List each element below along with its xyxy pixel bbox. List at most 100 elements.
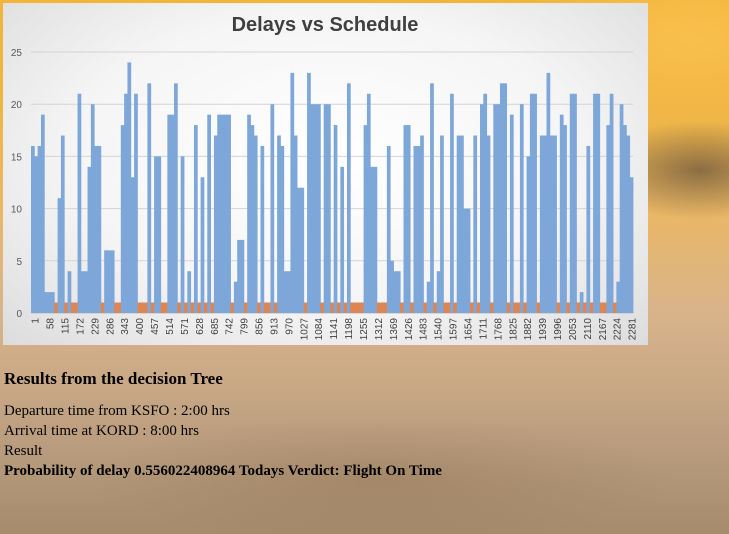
- bar: [460, 135, 464, 313]
- bar-secondary: [140, 302, 145, 313]
- x-tick-label: 799: [240, 318, 251, 335]
- bar: [533, 93, 537, 313]
- bar: [373, 166, 378, 313]
- bar-secondary: [470, 302, 474, 313]
- bar: [346, 83, 351, 313]
- bar: [496, 104, 501, 313]
- x-tick-label: 970: [284, 318, 295, 335]
- x-tick-label: 628: [195, 318, 206, 335]
- bar: [247, 114, 251, 313]
- bar: [563, 125, 567, 313]
- bar: [426, 281, 431, 313]
- bar: [170, 114, 175, 313]
- bar-secondary: [197, 302, 202, 313]
- bar: [57, 198, 62, 313]
- delays-chart-svg: Delays vs Schedule 0 5 10 15 20 25 1 58 115 172 2…: [11, 14, 639, 341]
- bar: [147, 83, 152, 313]
- bar: [297, 187, 301, 313]
- x-tick-label: 685: [210, 318, 221, 335]
- bar: [174, 83, 178, 313]
- x-tick-label: 2167: [598, 318, 609, 341]
- y-axis-ticks: 0 5 10 15 20 25: [11, 48, 23, 320]
- x-tick-label: 1084: [314, 318, 325, 341]
- bar: [323, 104, 328, 313]
- bar-secondary: [257, 302, 261, 313]
- x-tick-label: 1141: [329, 318, 340, 340]
- bar: [390, 260, 394, 313]
- bar: [227, 114, 231, 313]
- bar: [493, 104, 498, 313]
- bar: [40, 114, 45, 313]
- bar-secondary: [356, 302, 361, 313]
- bar: [47, 292, 52, 313]
- bar: [120, 125, 125, 313]
- x-tick-label: 1426: [404, 318, 415, 341]
- x-tick-label: 457: [150, 318, 161, 335]
- bar-secondary: [330, 302, 335, 313]
- bar: [549, 135, 554, 313]
- bar-secondary: [177, 302, 182, 313]
- bar: [629, 177, 634, 313]
- bar: [403, 125, 408, 313]
- bar-secondary: [210, 302, 215, 313]
- y-tick-label: 5: [16, 257, 22, 268]
- bar: [499, 83, 504, 313]
- bar: [519, 104, 524, 313]
- x-tick-label: 571: [180, 318, 191, 335]
- bar: [416, 145, 421, 313]
- bar: [270, 104, 275, 313]
- bar: [596, 93, 601, 313]
- bar-secondary: [353, 302, 358, 313]
- x-tick-label: 1597: [449, 318, 460, 341]
- x-tick-label: 115: [60, 318, 71, 334]
- bar: [553, 135, 557, 313]
- bar: [450, 93, 454, 313]
- y-tick-label: 15: [11, 152, 23, 163]
- x-tick-label: 514: [165, 318, 176, 335]
- x-tick-label: 400: [135, 318, 146, 335]
- chart-title: Delays vs Schedule: [232, 14, 419, 36]
- bar-secondary: [243, 302, 248, 313]
- bar-secondary: [70, 302, 75, 313]
- bar: [300, 187, 305, 313]
- bar: [436, 271, 441, 313]
- bar-secondary: [150, 302, 155, 313]
- bar: [217, 114, 221, 313]
- bar: [34, 156, 39, 313]
- x-tick-label: 1: [31, 318, 42, 324]
- x-tick-label: 1483: [419, 318, 430, 341]
- x-tick-label: 1939: [538, 318, 549, 341]
- bar-secondary: [599, 302, 604, 313]
- bar: [509, 114, 514, 313]
- bar-secondary: [350, 302, 355, 313]
- bar-secondary: [144, 302, 148, 313]
- bar-secondary: [446, 302, 451, 313]
- y-tick-label: 20: [11, 100, 23, 111]
- bar: [317, 104, 321, 313]
- bar: [483, 93, 488, 313]
- bar-secondary: [556, 302, 561, 313]
- x-tick-label: 1996: [553, 318, 564, 341]
- bar-secondary: [476, 302, 481, 313]
- bar: [253, 135, 258, 313]
- bar: [406, 125, 411, 313]
- bar: [420, 135, 424, 313]
- bar: [546, 72, 551, 313]
- bar-series: [31, 62, 634, 313]
- x-axis-ticks: 1 58 115 172 229 286 343 400 457 514 571 628 685 742 7…: [31, 318, 639, 341]
- bar: [134, 93, 138, 313]
- y-tick-label: 10: [11, 205, 23, 216]
- x-tick-label: 58: [46, 318, 57, 330]
- bar: [626, 135, 631, 313]
- x-tick-label: 1711: [478, 318, 489, 340]
- bar: [463, 208, 468, 313]
- bar: [240, 239, 245, 313]
- bar: [456, 135, 461, 313]
- bar-secondary: [536, 302, 541, 313]
- bar: [539, 135, 544, 313]
- x-tick-label: 229: [90, 318, 101, 335]
- bar-secondary: [320, 302, 325, 313]
- bar: [313, 104, 318, 313]
- x-tick-label: 1654: [463, 318, 474, 341]
- results-heading: Results from the decision Tree: [4, 369, 223, 388]
